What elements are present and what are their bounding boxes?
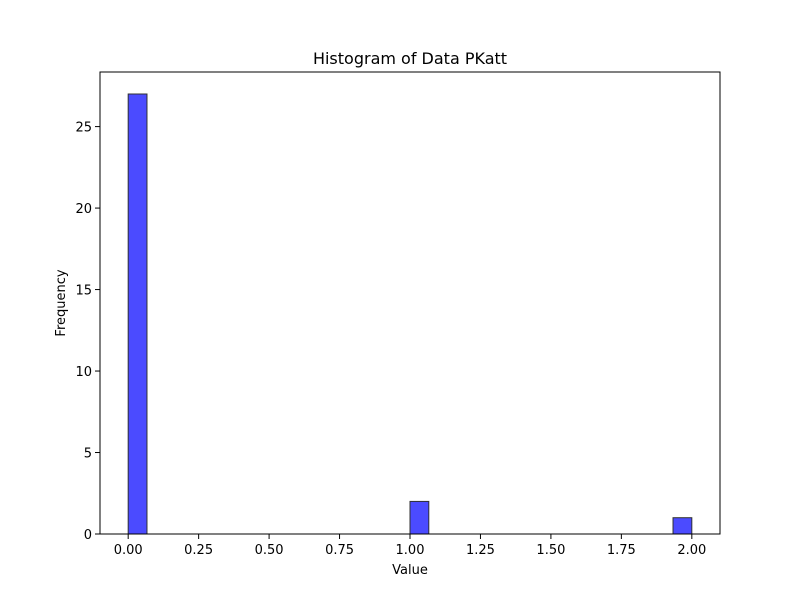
chart-title: Histogram of Data PKatt (313, 49, 507, 68)
x-tick-label: 1.25 (466, 543, 495, 558)
x-tick-label: 0.25 (184, 543, 213, 558)
y-tick-label: 5 (84, 447, 92, 462)
x-tick-label: 1.00 (396, 543, 425, 558)
y-tick-label: 25 (75, 121, 92, 136)
x-tick-label: 0.50 (255, 543, 284, 558)
x-tick-label: 0.00 (114, 543, 143, 558)
x-tick-label: 0.75 (325, 543, 354, 558)
y-axis: 0 5 10 15 20 25 (75, 121, 100, 543)
y-tick-label: 10 (75, 365, 92, 380)
histogram-bar (672, 517, 693, 535)
bars-group (127, 93, 693, 535)
x-tick-label: 2.00 (677, 543, 706, 558)
y-tick-label: 0 (84, 528, 92, 543)
x-axis: 0.00 0.25 0.50 0.75 1.00 1.25 1.50 1.75 2.00 (114, 534, 706, 558)
histogram-bar (409, 500, 430, 535)
x-tick-label: 1.75 (607, 543, 636, 558)
x-tick-label: 1.50 (536, 543, 565, 558)
x-axis-label: Value (392, 563, 428, 578)
y-tick-label: 20 (75, 202, 92, 217)
y-tick-label: 15 (75, 284, 92, 299)
histogram-bar (127, 93, 148, 535)
y-axis-label: Frequency (54, 269, 69, 336)
